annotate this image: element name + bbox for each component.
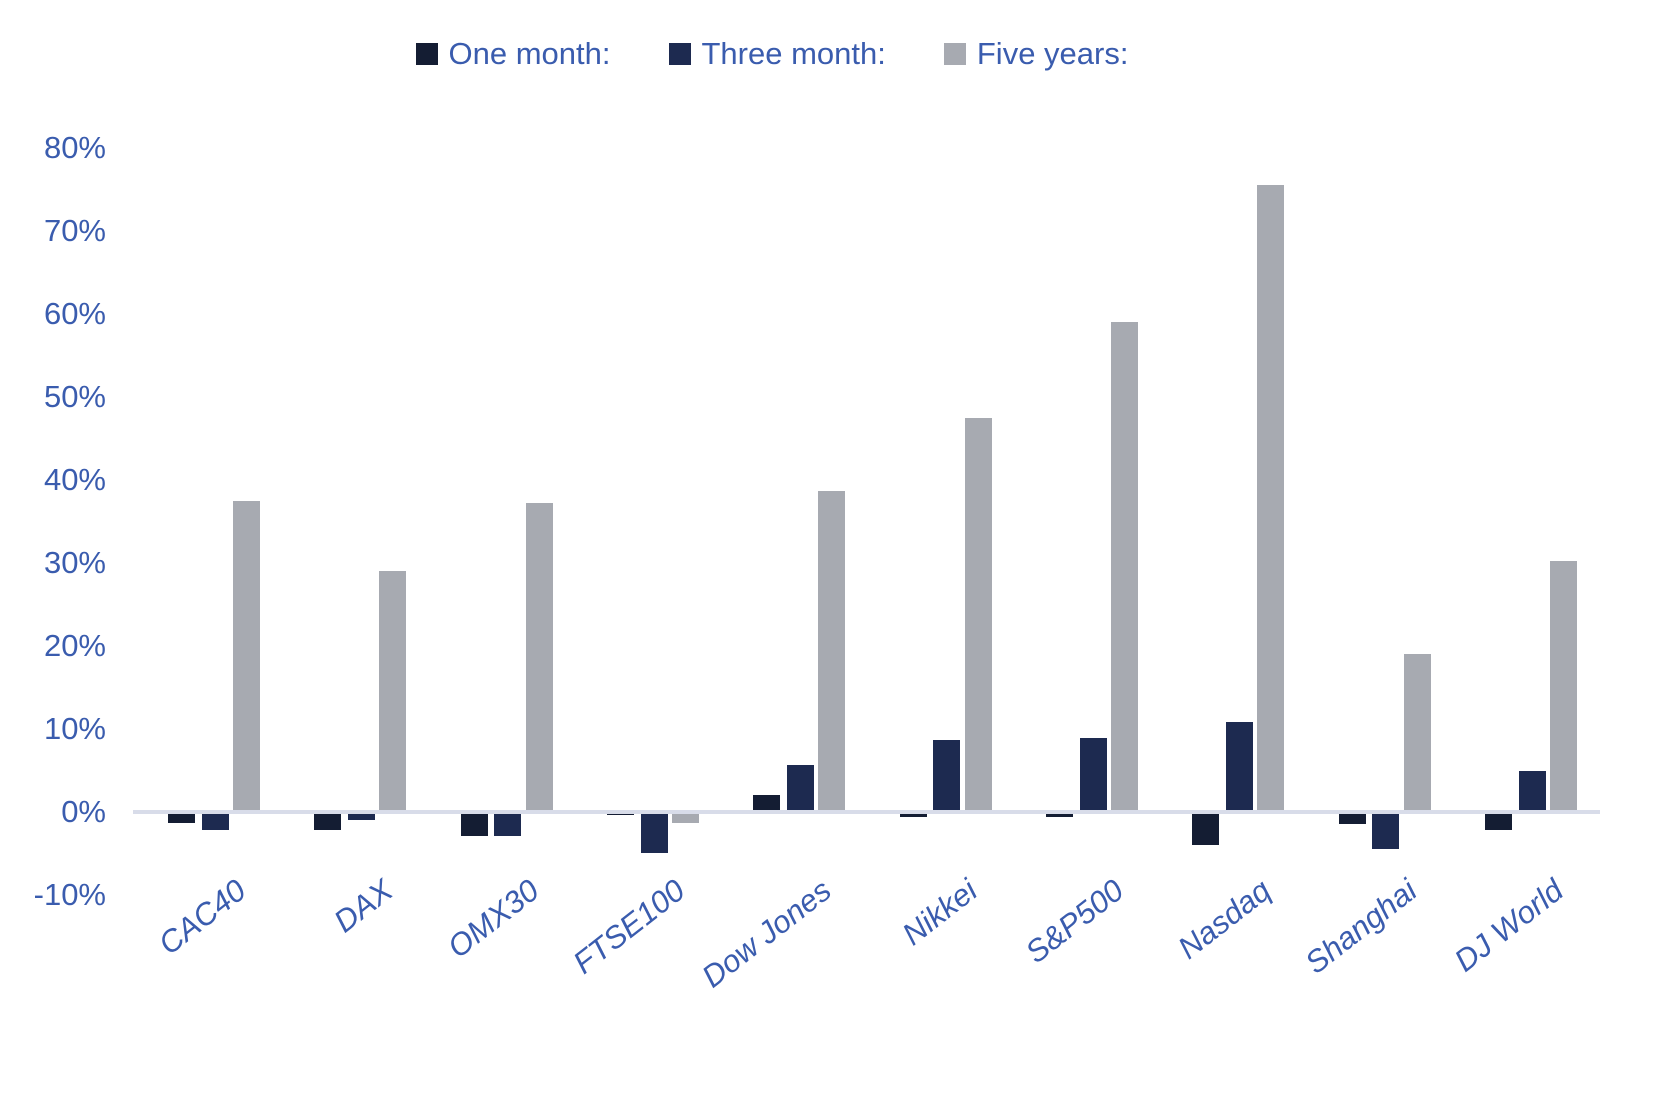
bar-five-years-s-p500: [1111, 322, 1139, 812]
legend-item: Three month:: [668, 36, 886, 71]
x-axis-category-label: Nasdaq: [1171, 872, 1277, 966]
legend-item: Five years:: [943, 36, 1129, 71]
legend-swatch-icon: [668, 42, 691, 65]
bar-three-month-dj-world: [1518, 771, 1546, 812]
legend-item: One month:: [415, 36, 611, 71]
bar-three-month-nasdaq: [1225, 721, 1253, 812]
bar-five-years-nikkei: [964, 417, 992, 812]
bar-three-month-ftse100: [640, 813, 668, 853]
y-axis-tick-label: 80%: [43, 130, 106, 165]
legend-swatch-icon: [943, 42, 966, 65]
bar-one-month-dax: [314, 813, 342, 830]
y-axis-tick-label: -10%: [33, 877, 106, 912]
legend-label: Five years:: [976, 36, 1129, 71]
bar-five-years-cac40: [233, 500, 260, 812]
x-axis-category-label: CAC40: [152, 872, 253, 962]
bar-three-month-dax: [347, 813, 375, 820]
x-axis-category-label: Dow Jones: [695, 872, 838, 995]
bar-one-month-omx30: [460, 813, 488, 837]
y-axis-tick-label: 10%: [43, 711, 106, 746]
bar-five-years-omx30: [525, 503, 553, 812]
y-axis-tick-label: 40%: [43, 462, 106, 497]
bar-one-month-dj-world: [1485, 813, 1513, 831]
bar-one-month-nasdaq: [1192, 813, 1220, 846]
bar-three-month-s-p500: [1079, 738, 1107, 812]
x-axis-category-label: S&P500: [1019, 872, 1131, 971]
bar-three-month-dow-jones: [786, 764, 814, 812]
y-axis-tick-label: 0%: [61, 794, 106, 829]
bar-one-month-dow-jones: [753, 794, 781, 812]
x-axis-category-label: FTSE100: [566, 872, 692, 981]
bar-one-month-ftse100: [607, 813, 635, 816]
x-axis-category-label: DAX: [326, 872, 399, 940]
bar-one-month-cac40: [168, 813, 195, 823]
y-axis-tick-label: 20%: [43, 628, 106, 663]
x-axis-category-label: OMX30: [440, 872, 546, 965]
y-axis-tick-label: 60%: [43, 296, 106, 331]
legend-swatch-icon: [415, 42, 438, 65]
bar-five-years-shanghai: [1403, 654, 1431, 812]
bar-five-years-nasdaq: [1257, 185, 1285, 812]
legend-label: Three month:: [701, 36, 886, 71]
bar-five-years-dow-jones: [818, 490, 846, 812]
x-axis-category-label: Shanghai: [1298, 872, 1424, 981]
chart-legend: One month: Three month: Five years:: [0, 38, 1544, 69]
legend-label: One month:: [448, 36, 611, 71]
bar-five-years-dax: [379, 571, 407, 812]
y-axis-tick-label: 70%: [43, 213, 106, 248]
x-axis-category-label: DJ World: [1447, 872, 1570, 979]
bar-five-years-dj-world: [1550, 561, 1578, 812]
y-axis-tick-label: 50%: [43, 379, 106, 414]
bar-three-month-omx30: [494, 813, 522, 837]
x-axis-line: [133, 810, 1600, 814]
bar-three-month-shanghai: [1372, 813, 1400, 849]
y-axis-tick-label: 30%: [43, 545, 106, 580]
bar-one-month-nikkei: [899, 813, 927, 818]
bar-one-month-s-p500: [1046, 813, 1074, 818]
bar-five-years-ftse100: [672, 813, 700, 823]
bar-three-month-cac40: [201, 813, 229, 830]
bar-one-month-shanghai: [1338, 813, 1366, 824]
bar-three-month-nikkei: [933, 739, 961, 812]
x-axis-category-label: Nikkei: [896, 872, 985, 952]
